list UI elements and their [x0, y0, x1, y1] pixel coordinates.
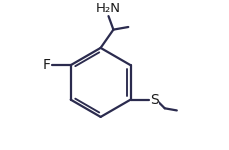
Text: S: S	[149, 93, 158, 107]
Text: H₂N: H₂N	[95, 2, 120, 15]
Text: F: F	[43, 58, 51, 72]
